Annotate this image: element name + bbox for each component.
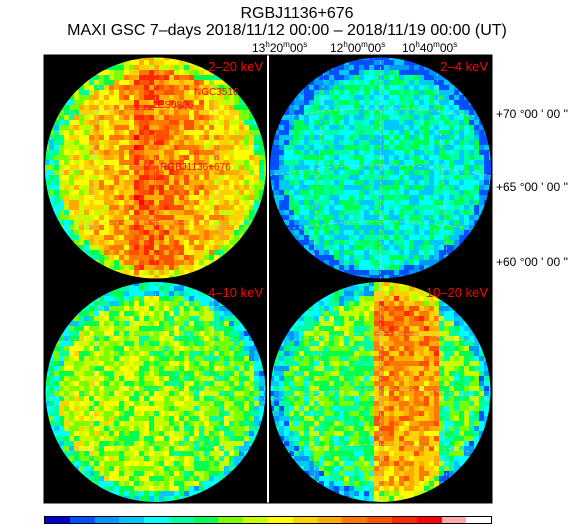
sky-map-panel: 4–10 keV xyxy=(44,281,267,503)
source-label: RGBJ1136+676 xyxy=(160,162,231,173)
source-label: 1ES0806 xyxy=(152,100,194,111)
ra-tick-label: 12h00m00s xyxy=(330,40,386,55)
color-scale-swatch xyxy=(441,517,467,523)
color-scale-bar xyxy=(44,516,492,524)
color-scale-swatch xyxy=(317,517,343,523)
color-scale-swatch xyxy=(94,517,120,523)
color-scale-swatch xyxy=(69,517,95,523)
color-scale-swatch xyxy=(367,517,392,523)
energy-band-label: 4–10 keV xyxy=(208,285,263,300)
source-label: NGC3516 xyxy=(194,87,239,98)
ra-tick-label: 10h40m00s xyxy=(402,40,458,55)
color-scale-swatch xyxy=(243,517,269,523)
color-scale-swatch xyxy=(119,517,145,523)
color-scale-swatch xyxy=(292,517,318,523)
dec-tick-label: +65 °00 ' 00 '' xyxy=(496,180,569,194)
color-scale-swatch xyxy=(218,517,244,523)
color-scale-swatch xyxy=(268,517,293,523)
energy-band-label: 2–20 keV xyxy=(208,59,263,74)
source-title: RGBJ1136+676 xyxy=(240,5,354,22)
dec-tick-label: +60 °00 ' 00 '' xyxy=(496,255,569,269)
observation-subtitle: MAXI GSC 7–days 2018/11/12 00:00 – 2018/… xyxy=(67,22,507,39)
color-scale-swatch xyxy=(144,517,169,523)
energy-band-label: 2–4 keV xyxy=(440,59,488,74)
energy-band-label: 10–20 keV xyxy=(426,285,488,300)
ra-tick-label: 13h20m00s xyxy=(252,40,308,55)
sky-map-panel: 2–4 keV xyxy=(269,55,492,281)
dec-tick-label: +70 °00 ' 00 '' xyxy=(496,107,569,121)
color-scale-swatch xyxy=(466,517,492,523)
color-scale-swatch xyxy=(193,517,219,523)
color-scale-swatch xyxy=(416,517,442,523)
color-scale-swatch xyxy=(342,517,368,523)
color-scale-swatch xyxy=(168,517,194,523)
sky-map-panel: 10–20 keV xyxy=(269,281,492,503)
color-scale-swatch xyxy=(391,517,417,523)
color-scale-swatch xyxy=(45,517,70,523)
